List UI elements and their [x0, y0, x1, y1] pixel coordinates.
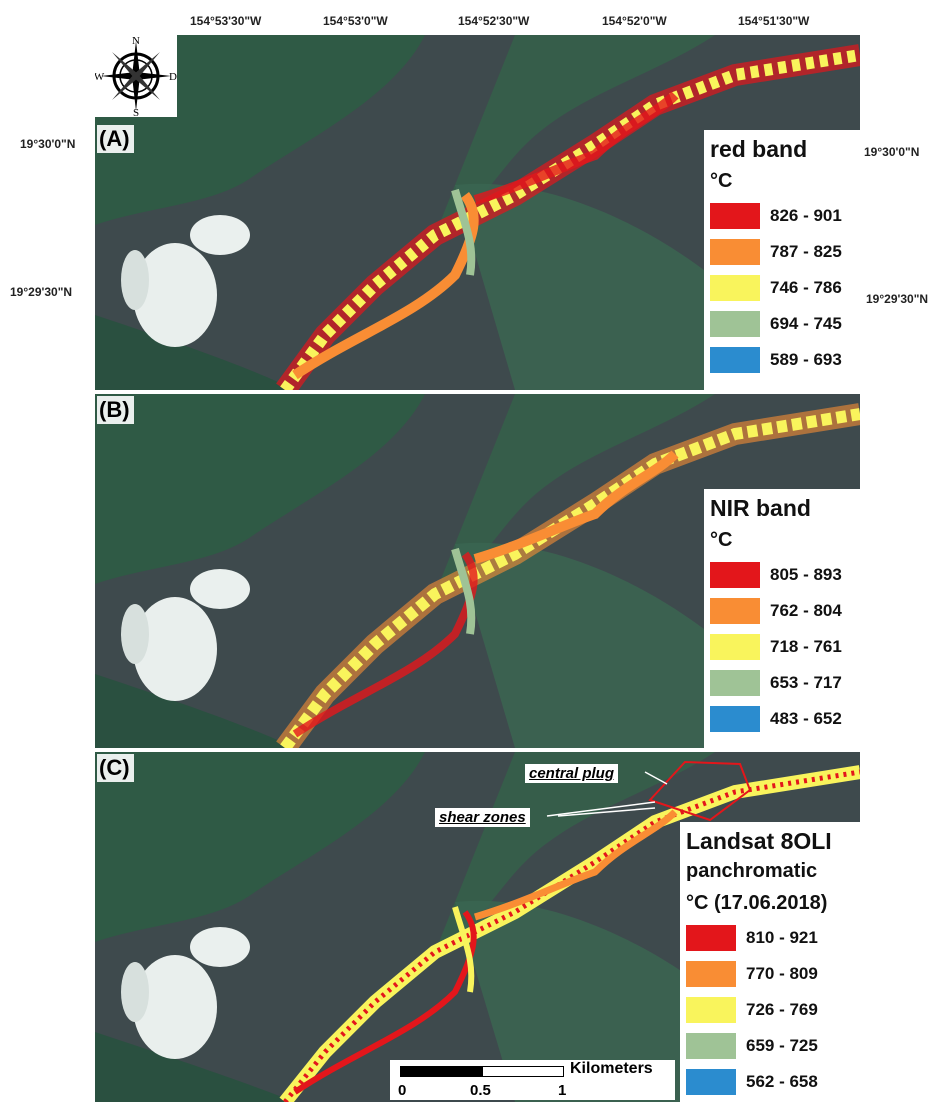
- legend-range: 483 - 652: [770, 709, 842, 728]
- legend-swatch: [710, 706, 760, 732]
- lon-label-1: 154°53'30"W: [190, 14, 262, 28]
- legend-swatch: [686, 1069, 736, 1095]
- legend-title-a: red band: [710, 136, 808, 162]
- lon-label-2: 154°53'0"W: [323, 14, 388, 28]
- scale-unit: Kilometers: [570, 1060, 653, 1077]
- central-plug-label: central plug: [525, 764, 619, 783]
- legend-range: 746 - 786: [770, 278, 842, 297]
- legend-range: 562 - 658: [746, 1072, 818, 1091]
- central-plug-outline: [648, 760, 752, 822]
- lat-label-left-2: 19°29'30"N: [10, 285, 73, 299]
- legend-row-b-4: 653 - 717: [710, 665, 854, 701]
- lat-label-right-1: 19°30'0"N: [864, 145, 920, 159]
- legend-row-a-3: 746 - 786: [710, 270, 854, 306]
- scale-tick-1: 1: [558, 1082, 567, 1099]
- legend-range: 694 - 745: [770, 314, 842, 333]
- legend-title-c: Landsat 8OLI: [686, 828, 832, 854]
- lon-label-5: 154°51'30"W: [738, 14, 810, 28]
- legend-range: 718 - 761: [770, 637, 842, 656]
- legend-swatch: [686, 1033, 736, 1059]
- legend-range: 770 - 809: [746, 964, 818, 983]
- legend-row-c-2: 770 - 809: [686, 956, 856, 992]
- panel-label-c: (C): [97, 754, 134, 782]
- legend-swatch: [710, 562, 760, 588]
- map-panel-c: (C) central plug shear zones Landsat 8OL…: [95, 752, 860, 1102]
- legend-c: Landsat 8OLI panchromatic °C (17.06.2018…: [680, 822, 860, 1102]
- legend-row-a-2: 787 - 825: [710, 234, 854, 270]
- legend-range: 589 - 693: [770, 350, 842, 369]
- legend-swatch: [710, 634, 760, 660]
- legend-range: 810 - 921: [746, 928, 818, 947]
- lon-label-3: 154°52'30"W: [458, 14, 530, 28]
- legend-row-c-5: 562 - 658: [686, 1064, 856, 1100]
- legend-range: 726 - 769: [746, 1000, 818, 1019]
- legend-row-b-3: 718 - 761: [710, 629, 854, 665]
- legend-swatch: [686, 997, 736, 1023]
- legend-unit-a: °C: [710, 170, 733, 192]
- legend-row-b-5: 483 - 652: [710, 701, 854, 737]
- legend-swatch: [710, 670, 760, 696]
- legend-row-a-5: 589 - 693: [710, 342, 854, 378]
- scale-tick-0: 0: [398, 1082, 407, 1099]
- legend-range: 787 - 825: [770, 242, 842, 261]
- legend-swatch: [686, 925, 736, 951]
- scale-bar-black-segment: [400, 1066, 482, 1077]
- legend-range: 762 - 804: [770, 601, 842, 620]
- legend-swatch: [710, 347, 760, 373]
- legend-swatch: [710, 203, 760, 229]
- map-panel-b: (B) NIR band °C 805 - 893 762 - 804 718 …: [95, 394, 860, 748]
- legend-range: 826 - 901: [770, 206, 842, 225]
- panel-label-a: (A): [97, 125, 134, 153]
- compass-n: N: [132, 35, 140, 47]
- legend-range: 805 - 893: [770, 565, 842, 584]
- legend-swatch: [710, 275, 760, 301]
- legend-unit-b: °C: [710, 529, 733, 551]
- legend-a: red band °C 826 - 901 787 - 825 746 - 78…: [704, 130, 860, 390]
- compass-s: S: [133, 107, 139, 117]
- legend-swatch: [710, 239, 760, 265]
- legend-swatch: [686, 961, 736, 987]
- scale-tick-05: 0.5: [470, 1082, 491, 1099]
- legend-subtitle-c: panchromatic: [686, 860, 818, 882]
- lon-label-4: 154°52'0"W: [602, 14, 667, 28]
- panel-label-b: (B): [97, 396, 134, 424]
- compass-e: D: [169, 71, 177, 83]
- legend-row-c-3: 726 - 769: [686, 992, 856, 1028]
- legend-row-c-1: 810 - 921: [686, 920, 856, 956]
- legend-row-b-1: 805 - 893: [710, 557, 854, 593]
- legend-row-c-4: 659 - 725: [686, 1028, 856, 1064]
- lat-label-right-2: 19°29'30"N: [866, 292, 929, 306]
- legend-b: NIR band °C 805 - 893 762 - 804 718 - 76…: [704, 489, 860, 748]
- scale-bar: Kilometers 0 0.5 1: [390, 1060, 675, 1100]
- legend-title-b: NIR band: [710, 495, 811, 521]
- shear-zones-label: shear zones: [435, 808, 530, 827]
- compass-rose-icon: N S W D: [94, 35, 177, 119]
- legend-row-a-1: 826 - 901: [710, 198, 854, 234]
- legend-range: 653 - 717: [770, 673, 842, 692]
- legend-row-b-2: 762 - 804: [710, 593, 854, 629]
- map-panel-a: (A) red band °C 826 - 901 787 - 825 746 …: [95, 35, 860, 390]
- legend-swatch: [710, 598, 760, 624]
- legend-swatch: [710, 311, 760, 337]
- compass-w: W: [95, 71, 105, 83]
- legend-unit-c: °C (17.06.2018): [686, 892, 828, 914]
- legend-row-a-4: 694 - 745: [710, 306, 854, 342]
- scale-bar-white-segment: [482, 1066, 564, 1077]
- lat-label-left-1: 19°30'0"N: [20, 137, 76, 151]
- legend-range: 659 - 725: [746, 1036, 818, 1055]
